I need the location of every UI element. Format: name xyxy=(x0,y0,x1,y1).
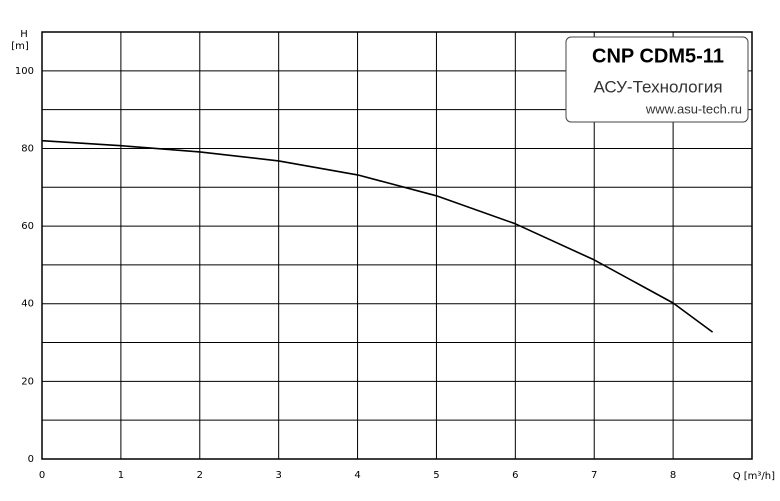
x-tick-label: 6 xyxy=(512,470,518,481)
info-box-frame xyxy=(565,36,749,123)
x-tick-label: 1 xyxy=(118,470,124,481)
y-tick-label: 100 xyxy=(15,66,34,77)
x-tick-label: 0 xyxy=(39,470,45,481)
y-tick-label: 80 xyxy=(21,143,34,154)
y-axis-unit: [m] xyxy=(11,41,29,52)
pump-model: CNP CDM5-11 xyxy=(592,45,724,67)
company-name: АСУ-Технология xyxy=(593,77,722,96)
pump-curve xyxy=(41,139,714,333)
website: www.asu-tech.ru xyxy=(645,101,742,116)
x-tick-label: 5 xyxy=(433,470,439,481)
y-axis-label: H xyxy=(20,29,28,40)
y-tick-label: 60 xyxy=(21,221,34,232)
x-tick-label: 3 xyxy=(275,470,281,481)
y-tick-label: 20 xyxy=(21,376,34,387)
x-tick-label: 4 xyxy=(354,470,360,481)
y-tick-label: 40 xyxy=(21,299,34,310)
x-tick-label: 7 xyxy=(591,470,597,481)
y-tick-label: 0 xyxy=(28,454,34,465)
x-tick-label: 2 xyxy=(197,470,203,481)
x-tick-label: 8 xyxy=(670,470,676,481)
x-axis-label: Q [m³/h] xyxy=(733,471,775,482)
info-box: CNP CDM5-11 АСУ-Технология www.asu-tech.… xyxy=(565,36,749,123)
